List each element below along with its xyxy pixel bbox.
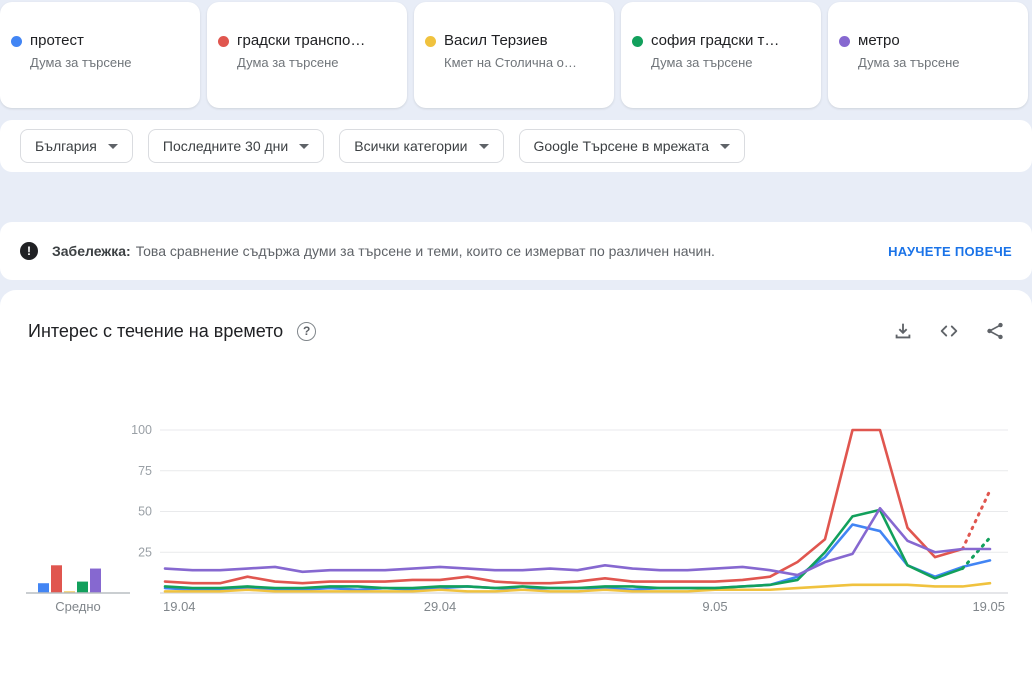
chevron-down-icon	[299, 143, 310, 149]
share-icon[interactable]	[984, 320, 1006, 342]
svg-text:50: 50	[138, 505, 152, 519]
category-filter-dropdown[interactable]: Всички категории	[339, 129, 504, 163]
svg-text:Средно: Средно	[55, 599, 101, 614]
term-card-gradski-transport[interactable]: градски транспо… Дума за търсене	[207, 2, 407, 108]
term-subtitle: Кмет на Столична о…	[444, 55, 577, 70]
download-icon[interactable]	[892, 320, 914, 342]
term-card-sofia-gradski[interactable]: софия градски т… Дума за търсене	[621, 2, 821, 108]
svg-text:19.05: 19.05	[972, 599, 1005, 614]
chevron-down-icon	[107, 143, 118, 149]
svg-text:9.05: 9.05	[702, 599, 727, 614]
region-filter-label: България	[35, 138, 97, 154]
series-color-dot	[425, 36, 436, 47]
notice-bar: ! Забележка: Това сравнение съдържа думи…	[0, 222, 1032, 280]
time-range-filter-label: Последните 30 дни	[162, 138, 289, 154]
svg-text:75: 75	[138, 464, 152, 478]
term-card-metro[interactable]: метро Дума за търсене	[828, 2, 1028, 108]
term-title: протест	[30, 32, 84, 49]
term-cards-row: протест Дума за търсене градски транспо……	[0, 0, 1032, 108]
term-title: метро	[858, 32, 900, 49]
term-title: софия градски т…	[651, 32, 780, 49]
learn-more-link[interactable]: НАУЧЕТЕ ПОВЕЧЕ	[888, 243, 1012, 259]
region-filter-dropdown[interactable]: България	[20, 129, 133, 163]
term-title: Васил Терзиев	[444, 32, 548, 49]
chart-title: Интерес с течение на времето	[28, 320, 284, 341]
filter-bar: България Последните 30 дни Всички катего…	[0, 120, 1032, 172]
help-icon[interactable]: ?	[297, 321, 317, 341]
series-color-dot	[839, 36, 850, 47]
interest-over-time-card: Интерес с течение на времето ? 25 50 75 100…	[0, 290, 1032, 673]
notice-text: Това сравнение съдържа думи за търсене и…	[135, 243, 715, 259]
svg-text:25: 25	[138, 545, 152, 559]
term-subtitle: Дума за търсене	[651, 55, 753, 70]
trend-line-chart: 25 50 75 100 19.04 29.04 9.05 19.05 Средно	[26, 423, 1008, 614]
svg-text:29.04: 29.04	[424, 599, 457, 614]
chart-actions	[892, 320, 1006, 342]
notice-label: Забележка:	[52, 243, 131, 259]
series-color-dot	[632, 36, 643, 47]
term-card-protest[interactable]: протест Дума за търсене	[0, 2, 200, 108]
chevron-down-icon	[478, 143, 489, 149]
chevron-down-icon	[720, 143, 731, 149]
term-subtitle: Дума за търсене	[858, 55, 960, 70]
term-subtitle: Дума за търсене	[30, 55, 132, 70]
category-filter-label: Всички категории	[354, 138, 468, 154]
term-title: градски транспо…	[237, 32, 366, 49]
embed-code-icon[interactable]	[938, 320, 960, 342]
alert-icon: !	[20, 242, 38, 260]
time-range-filter-dropdown[interactable]: Последните 30 дни	[147, 129, 325, 163]
svg-text:100: 100	[131, 423, 152, 437]
term-subtitle: Дума за търсене	[237, 55, 339, 70]
series-color-dot	[218, 36, 229, 47]
chart-header: Интерес с течение на времето ?	[0, 318, 1032, 344]
term-card-vasil-terziev[interactable]: Васил Терзиев Кмет на Столична о…	[414, 2, 614, 108]
search-type-filter-label: Google Търсене в мрежата	[533, 138, 710, 154]
svg-text:19.04: 19.04	[163, 599, 196, 614]
series-color-dot	[11, 36, 22, 47]
search-type-filter-dropdown[interactable]: Google Търсене в мрежата	[518, 129, 746, 163]
